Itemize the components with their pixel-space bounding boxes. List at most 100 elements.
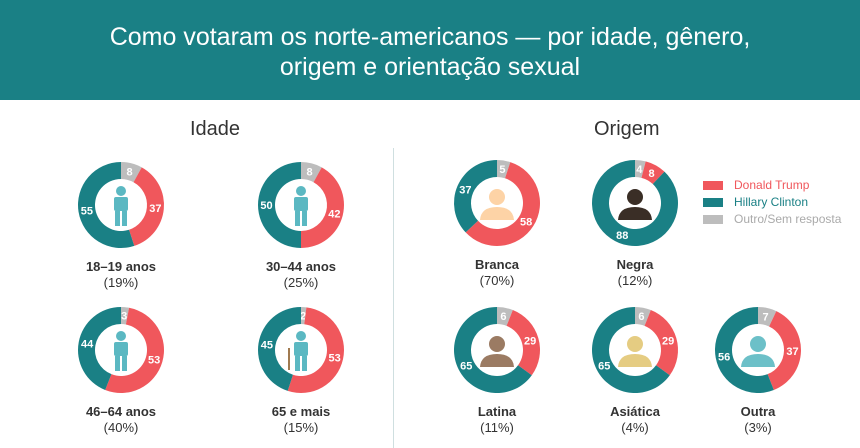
group-share: (4%): [621, 420, 649, 435]
value-label-clinton: 88: [616, 230, 628, 242]
header: Como votaram os norte-americanos — por i…: [0, 0, 860, 100]
donut-65 e mais: 2 53 45: [258, 307, 345, 394]
donut-Negra: 4 888: [592, 160, 678, 246]
slice-clinton: [454, 160, 497, 233]
legend-item-clinton: Hillary Clinton: [703, 194, 841, 211]
slice-other: [121, 307, 130, 325]
slice-other: [635, 307, 651, 326]
value-label-other: 5: [499, 164, 505, 176]
slice-trump: [105, 307, 165, 394]
slice-clinton: [592, 160, 678, 246]
group-label: Branca (70%): [427, 257, 567, 289]
section-title-origem: Origem: [594, 118, 660, 140]
legend-item-trump: Donald Trump: [703, 177, 841, 194]
legend-item-other: Outro/Sem resposta: [703, 211, 841, 228]
group-share: (12%): [617, 273, 653, 288]
group-share: (70%): [479, 273, 515, 288]
group-name: 46–64 anos: [85, 404, 157, 419]
value-label-other: 6: [638, 311, 644, 323]
group-share: (15%): [283, 420, 319, 435]
value-label-trump: 53: [148, 355, 160, 367]
legend-label: Outro/Sem resposta: [734, 212, 842, 226]
group-name: Negra: [616, 257, 654, 272]
group-name: Asiática: [610, 404, 660, 419]
value-label-trump: 8: [649, 168, 655, 180]
slice-other: [121, 162, 142, 183]
value-label-clinton: 37: [459, 184, 471, 196]
group-label: Latina (11%): [427, 404, 567, 436]
slice-trump: [129, 167, 164, 246]
white-person-icon: [480, 189, 514, 220]
value-label-trump: 37: [786, 346, 798, 358]
title-line-1: Como votaram os norte-americanos — por i…: [109, 23, 751, 51]
legend: Donald Trump Hillary Clinton Outro/Sem r…: [703, 177, 841, 228]
elderly-person-icon: [288, 331, 308, 371]
slice-trump: [506, 310, 540, 376]
group-share: (11%): [480, 420, 514, 435]
value-label-other: 6: [500, 311, 506, 323]
value-label-other: 8: [127, 167, 133, 179]
legend-label: Hillary Clinton: [734, 195, 809, 209]
value-label-other: 7: [762, 311, 768, 323]
group-label: 65 e mais (15%): [231, 404, 371, 436]
value-label-other: 4: [636, 164, 643, 176]
group-share: (3%): [744, 420, 772, 435]
other-person-icon: [741, 336, 775, 367]
black-person-icon: [618, 189, 652, 220]
group-label: 30–44 anos (25%): [231, 259, 371, 291]
value-label-trump: 37: [149, 203, 161, 215]
donut-Branca: 5 58 37: [454, 160, 540, 247]
donut-Latina: 6 29 65: [454, 307, 540, 393]
divider: [393, 148, 394, 448]
slice-trump: [301, 167, 344, 248]
slice-other: [635, 160, 646, 178]
latino-person-icon: [480, 336, 514, 367]
group-name: 18–19 anos: [85, 259, 157, 274]
slice-clinton: [77, 162, 135, 248]
donut-Asiática: 6 29 65: [592, 307, 678, 393]
group-name: 30–44 anos: [265, 259, 337, 274]
value-label-other: 2: [300, 311, 306, 323]
value-label-trump: 53: [329, 353, 341, 365]
value-label-clinton: 55: [81, 205, 93, 217]
slice-trump: [641, 161, 665, 185]
legend-swatch: [703, 181, 723, 190]
group-name: Branca: [474, 257, 520, 272]
group-name: Outra: [740, 404, 776, 419]
slice-clinton: [78, 307, 121, 390]
slice-clinton: [715, 307, 774, 393]
value-label-clinton: 56: [718, 351, 730, 363]
slice-clinton: [454, 307, 532, 393]
value-label-clinton: 45: [261, 340, 273, 352]
donut-Outra: 7 37 56: [715, 307, 801, 393]
value-label-trump: 29: [662, 335, 674, 347]
title-line-2: origem e orientação sexual: [279, 53, 581, 81]
slice-trump: [767, 311, 801, 390]
asian-person-icon: [618, 336, 652, 367]
group-label: 46–64 anos (40%): [51, 404, 191, 436]
slice-other: [301, 162, 322, 183]
slice-other: [758, 307, 777, 327]
section-title-idade: Idade: [190, 118, 241, 140]
young-person-icon: [114, 186, 128, 226]
value-label-clinton: 65: [598, 361, 610, 373]
group-name: 65 e mais: [271, 404, 331, 419]
value-label-other: 3: [121, 311, 127, 323]
slice-other: [497, 160, 511, 179]
slice-other: [497, 307, 513, 326]
slice-trump: [644, 310, 678, 376]
group-label: Negra (12%): [565, 257, 705, 289]
group-label: Outra (3%): [688, 404, 828, 436]
value-label-trump: 42: [328, 209, 340, 221]
group-share: (19%): [103, 275, 139, 290]
value-label-clinton: 65: [460, 361, 472, 373]
value-label-clinton: 44: [81, 339, 94, 351]
donut-30–44 anos: 8 42 50: [258, 162, 344, 248]
value-label-other: 8: [307, 167, 313, 179]
donut-46–64 anos: 3 53 44: [78, 307, 165, 394]
group-share: (40%): [103, 420, 139, 435]
donut-18–19 anos: 8 37 55: [77, 162, 164, 248]
slice-other: [301, 307, 307, 325]
slice-clinton: [592, 307, 670, 393]
